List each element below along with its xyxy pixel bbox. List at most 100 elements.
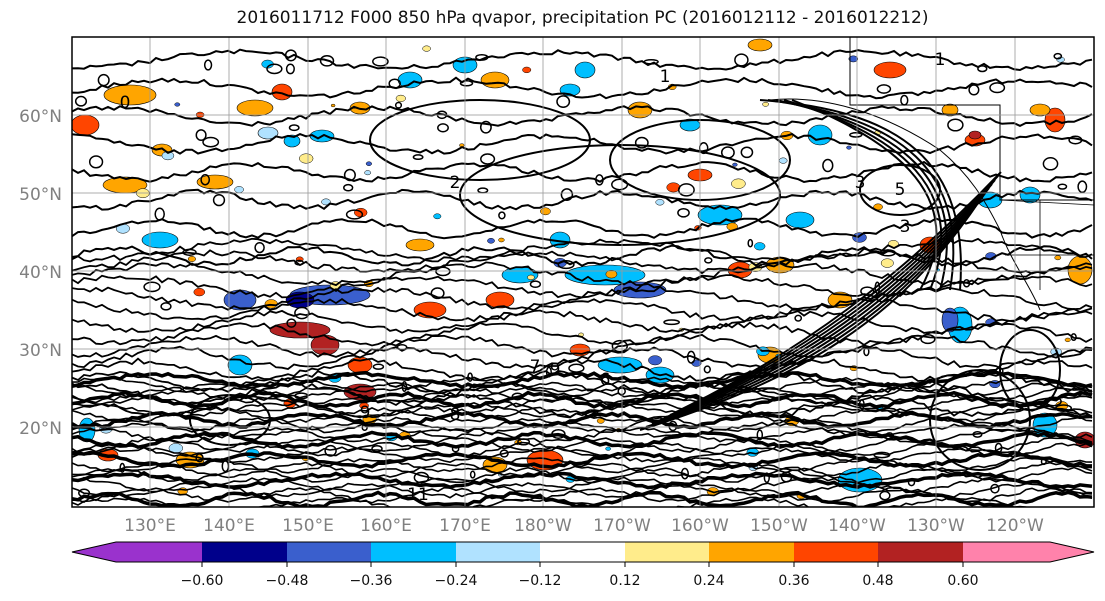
precip-contour-loop [962,279,971,288]
precip-contour-loop [907,478,916,487]
precip-contour-loop [479,120,492,134]
shading-patch [72,114,100,136]
precip-contour [72,285,1093,311]
precip-contour-loop [284,49,297,62]
precip-contour-loop [97,73,110,87]
precip-contour-loop [595,174,604,186]
shading-patch [968,130,982,140]
precip-contour-loop [1068,135,1083,145]
shading-patch [827,291,853,309]
precip-contour-loop [343,183,354,192]
shading-patch [397,71,423,89]
precip-contour-loop [195,129,207,142]
precip-contour-loop [1057,183,1068,190]
precip-contour-loop [756,429,764,441]
shading-patch [627,101,653,119]
shading-speck [596,418,605,424]
shading-speck [299,153,314,164]
precip-contour-loop [663,319,680,326]
precip-contour [645,195,984,428]
lon-label-150e: 150°E [282,516,334,536]
precip-contour [663,183,993,419]
precip-contour-loop [680,467,689,480]
precip-contour [681,171,1002,410]
map-panel: 0 1 2 3 5 3 1 9 6 7 8 9 11 [71,36,1095,508]
shading-speck [1064,337,1071,343]
colorbar: −0.60 −0.48 −0.36 −0.24 −0.12 0.12 0.24 … [71,541,1095,589]
colorbar-tick-label: 0.48 [862,573,893,589]
precip-contour-loop [972,430,983,438]
precip-contour-loop [529,280,542,289]
shading-patch [103,84,157,106]
shading-speck [762,101,769,107]
contour-label: 3 [855,173,866,193]
precip-contour-loop [119,462,126,473]
shading-speck [330,103,336,108]
precip-contour-loop [611,339,628,353]
precip-contour-loop [1077,180,1088,194]
precip-contour-loop [1044,396,1062,407]
precip-contour [759,99,962,291]
precip-contour-loop [873,451,891,459]
precip-contour-loop [294,259,305,266]
plot-title: 2016011712 F000 850 hPa qvapor, precipit… [236,8,929,28]
precip-contour [72,48,1093,72]
shading-speck [648,355,663,366]
precip-contour-loop [254,241,265,254]
precip-contour [72,396,1093,414]
precip-contour-loop [858,399,865,410]
colorbar-segment [878,542,963,562]
colorbar-tick-label: 0.36 [778,573,809,589]
precip-contour-loop [182,248,197,256]
precip-contour-loop [643,58,659,65]
shading-speck [498,237,505,243]
colorbar-tick-label: −0.36 [350,573,393,589]
precip-contour [72,456,1093,474]
precip-contour [72,345,1093,371]
precip-contour [72,357,1093,382]
precip-contour-loop [266,63,283,75]
shading-speck [364,170,372,176]
shading-speck [848,55,859,63]
precip-contour-loop [343,168,356,182]
precip-contour [72,421,1093,439]
shading-speck [540,207,551,216]
colorbar-tick-label: 0.12 [609,573,640,589]
precip-contour-loop [568,363,585,373]
precip-contour-loop [430,287,445,300]
precip-contour [791,99,938,291]
colorbar-segment [202,542,287,562]
precip-contour-loop [990,483,1000,494]
shading-patch [485,291,515,309]
precip-contour [72,188,1093,211]
precip-contour-loop [371,444,383,453]
precip-contour [72,381,1093,399]
precip-contour-loop [467,372,473,382]
precip-contour-loop [451,445,460,453]
precip-contour-loop [78,488,91,498]
lat-label-60n: 60°N [19,107,62,127]
precip-contour [72,486,1093,504]
longitude-labels: 130°E 140°E 150°E 160°E 170°E 180°W 170°… [124,516,1044,536]
precipitation-contours [72,48,1093,507]
shading-speck [365,161,372,166]
lon-label-140e: 140°E [203,516,255,536]
shading-patch [283,134,301,148]
precip-contour-loop [200,173,211,186]
precip-contour-loop [372,363,385,370]
precip-contour-loop [324,444,337,457]
precip-contour-loop [394,101,403,109]
colorbar-tick-label: −0.12 [519,573,562,589]
lat-label-20n: 20°N [19,419,62,439]
colorbar-segment [625,542,709,562]
precip-contour [675,175,999,413]
precip-contour-loop [459,80,474,87]
precip-contour-loop [634,136,649,149]
precip-contour [72,217,1093,240]
shading-patch [1019,186,1041,204]
precip-contour [72,466,1093,484]
precip-contour-loop [874,281,881,295]
shading-speck [161,151,175,161]
shading-patch [574,61,596,79]
